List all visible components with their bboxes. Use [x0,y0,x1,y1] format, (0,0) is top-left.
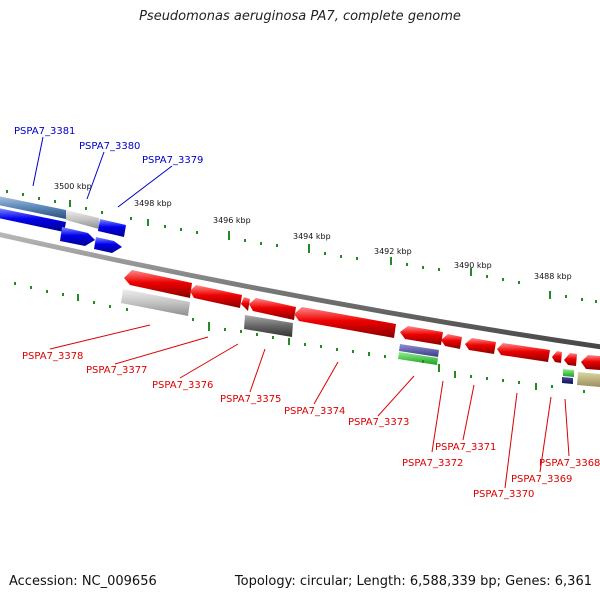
ruler-label: 3492 kbp [374,247,412,256]
feature-block-light-gray[interactable] [121,289,190,316]
gene-arrow-red[interactable] [465,338,496,354]
gene-label[interactable]: PSPA7_3371 [435,442,496,453]
feature-block-purple[interactable] [399,344,439,357]
gene-arrow-blue-long[interactable] [0,208,66,232]
leader-line [377,375,415,417]
leader-line [114,336,209,365]
leader-line [431,380,444,453]
leader-line [117,165,173,208]
gene-arrow-blue-mid[interactable] [60,227,95,246]
gene-label[interactable]: PSPA7_3370 [473,489,534,500]
gene-arrow-red[interactable] [241,297,250,311]
gene-arrow-blue-small[interactable] [94,237,122,253]
gene-label[interactable]: PSPA7_3369 [511,474,572,485]
reverse-features [124,270,600,370]
ruler-label: 3496 kbp [213,216,251,225]
genome-summary-text: Topology: circular; Length: 6,588,339 bp… [234,574,592,589]
feature-block-green-small[interactable] [563,369,574,377]
ruler-label: 3498 kbp [134,199,172,208]
ruler-label: 3490 kbp [454,261,492,270]
forward-features [0,196,126,253]
gene-label[interactable]: PSPA7_3376 [152,380,213,391]
gene-arrow-red[interactable] [294,307,396,338]
feature-block-navy-small[interactable] [562,377,573,384]
gene-arrow-red[interactable] [497,343,550,362]
ruler-label: 3500 kbp [54,182,92,191]
map-title: Pseudomonas aeruginosa PA7, complete gen… [139,9,461,24]
gene-arrow-red[interactable] [552,351,562,363]
leader-line [179,343,239,379]
gene-label[interactable]: PSPA7_3374 [284,406,345,417]
leader-line [313,361,339,405]
leader-line [504,392,518,489]
feature-block-olive[interactable] [577,372,600,387]
leader-line [564,398,570,457]
leader-line [249,348,266,393]
feature-block-dark-gray[interactable] [244,315,293,337]
gene-arrow-red[interactable] [124,270,192,298]
gene-arrow-red[interactable] [190,285,242,308]
outer-tick-ring [6,190,597,303]
gene-label[interactable]: PSPA7_3377 [86,365,147,376]
gene-arrow-light-gray[interactable] [66,210,99,229]
gene-arrow-red[interactable] [441,334,462,349]
leader-line [462,384,475,441]
gene-label[interactable]: PSPA7_3381 [14,126,75,137]
leader-line [86,151,105,200]
leader-line [49,324,151,350]
gene-arrow-steel[interactable] [0,196,66,219]
leader-line [539,396,552,473]
gene-arrow-red[interactable] [400,326,443,345]
gene-arrow-red[interactable] [249,298,296,320]
ruler-label: 3488 kbp [534,272,572,281]
inner-tick-ring [14,282,585,393]
accession-text: Accession: NC_009656 [9,574,157,589]
gene-arrow-red[interactable] [564,353,577,366]
reverse-gene-labels: PSPA7_3378 PSPA7_3377 PSPA7_3376 PSPA7_3… [22,324,600,500]
gene-arrow-blue-upper[interactable] [98,219,126,237]
gene-label[interactable]: PSPA7_3380 [79,141,140,152]
leader-line [32,136,44,187]
gene-label[interactable]: PSPA7_3379 [142,155,203,166]
ruler-label: 3494 kbp [293,232,331,241]
gene-label[interactable]: PSPA7_3372 [402,458,463,469]
gene-arrow-red[interactable] [581,355,600,370]
chromosome-backbone [0,232,600,350]
forward-gene-labels: PSPA7_3381 PSPA7_3380 PSPA7_3379 [14,126,203,208]
gene-label[interactable]: PSPA7_3378 [22,351,83,362]
gene-label[interactable]: PSPA7_3375 [220,394,281,405]
feature-block-green[interactable] [398,352,438,365]
gene-label[interactable]: PSPA7_3373 [348,417,409,428]
gene-label[interactable]: PSPA7_3368 [539,458,600,469]
other-features [121,289,600,387]
